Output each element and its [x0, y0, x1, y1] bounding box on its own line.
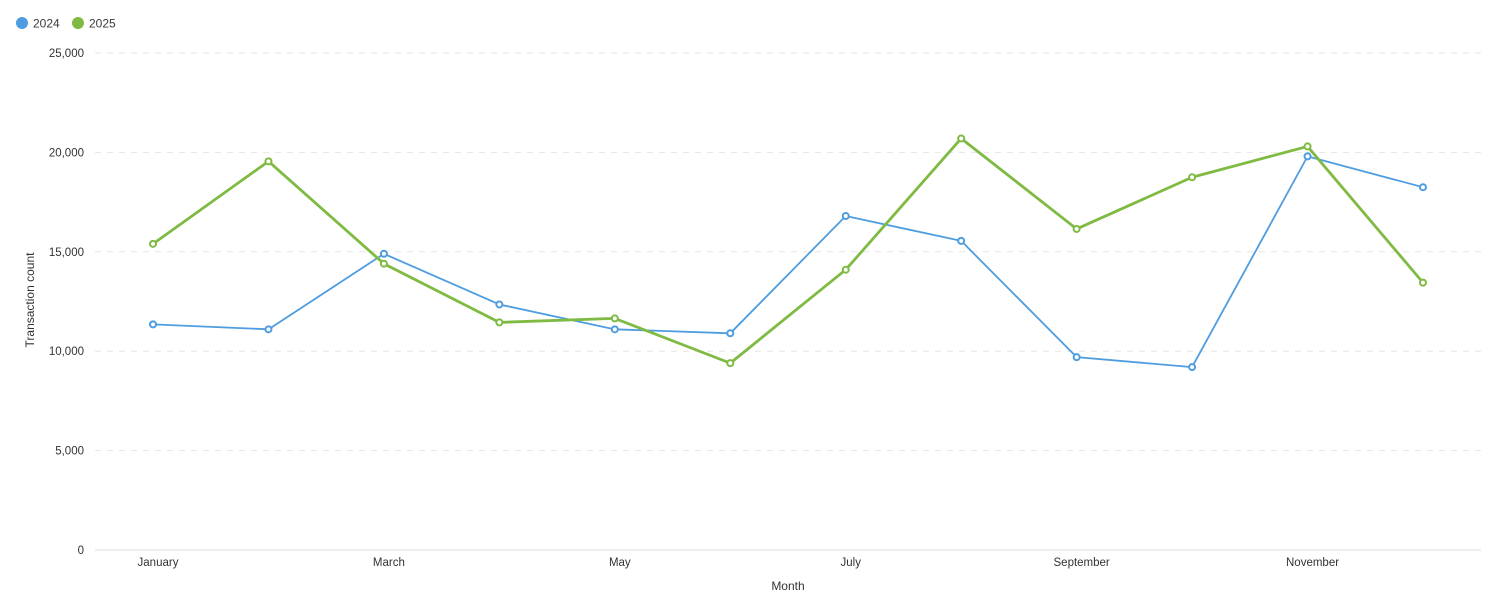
legend: 2024 2025 — [16, 17, 116, 31]
legend-item-2025[interactable]: 2025 — [72, 17, 116, 31]
data-point[interactable] — [1072, 353, 1081, 362]
data-point[interactable] — [1072, 224, 1081, 233]
x-tick-label: March — [373, 557, 405, 569]
data-point[interactable] — [1419, 278, 1427, 287]
series-line-2024 — [152, 155, 1424, 369]
y-tick-label: 25,000 — [49, 48, 84, 60]
y-tick-label: 20,000 — [49, 147, 84, 159]
x-tick-label: November — [1286, 557, 1339, 569]
data-point[interactable] — [495, 318, 504, 327]
series-layer — [149, 134, 1427, 372]
data-point[interactable] — [1419, 183, 1427, 192]
data-point[interactable] — [1188, 363, 1197, 372]
data-point[interactable] — [149, 320, 157, 329]
series-line-2025 — [151, 137, 1425, 365]
legend-label: 2024 — [33, 17, 60, 31]
x-axis-title: Month — [771, 579, 804, 593]
series-2024 — [149, 152, 1427, 372]
legend-swatch — [72, 17, 84, 29]
x-tick-label: July — [841, 557, 862, 569]
grid — [95, 52, 1481, 551]
data-point[interactable] — [379, 249, 388, 258]
data-point[interactable] — [957, 134, 966, 143]
data-point[interactable] — [841, 265, 850, 274]
x-tick-label: September — [1054, 557, 1110, 569]
data-point[interactable] — [264, 325, 273, 334]
data-point[interactable] — [726, 359, 735, 368]
data-point[interactable] — [264, 157, 273, 166]
data-point[interactable] — [149, 239, 157, 248]
data-point[interactable] — [610, 314, 619, 323]
x-tick-label: January — [138, 557, 179, 569]
data-point[interactable] — [610, 325, 619, 334]
data-point[interactable] — [726, 329, 735, 338]
data-point[interactable] — [379, 259, 388, 268]
y-tick-label: 10,000 — [49, 346, 84, 358]
data-point[interactable] — [495, 300, 504, 309]
legend-item-2024[interactable]: 2024 — [16, 17, 60, 31]
data-point[interactable] — [1303, 142, 1312, 151]
y-axis-title: Transaction count — [23, 252, 37, 348]
x-tick-label: May — [609, 557, 631, 569]
x-axis: January March May July September November — [138, 557, 1340, 569]
legend-swatch — [16, 17, 28, 29]
y-tick-label: 15,000 — [49, 247, 84, 259]
data-point[interactable] — [841, 212, 850, 221]
series-2025 — [149, 134, 1427, 368]
legend-label: 2025 — [89, 17, 116, 31]
y-tick-label: 0 — [78, 545, 84, 557]
data-point[interactable] — [957, 236, 966, 245]
data-point[interactable] — [1188, 173, 1197, 182]
y-tick-label: 5,000 — [55, 446, 84, 458]
data-point[interactable] — [1303, 152, 1312, 161]
y-axis: 0 5,000 10,000 15,000 20,000 25,000 — [49, 48, 84, 557]
